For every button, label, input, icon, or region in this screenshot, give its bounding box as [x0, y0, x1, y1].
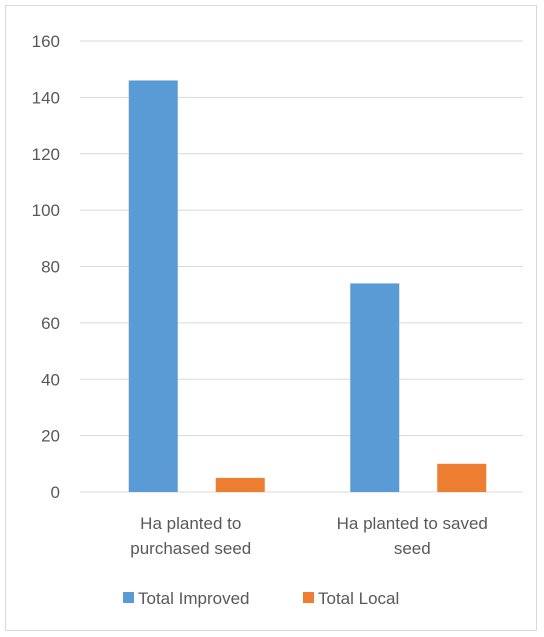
y-tick-label: 60 [41, 314, 60, 333]
bar-chart: 0 20 40 60 80 100 120 140 160 Ha planted to purcha… [32, 32, 523, 608]
x-tick-label: seed [394, 539, 431, 558]
legend-label-total-improved: Total Improved [138, 589, 250, 608]
bar-total-improved-0 [128, 80, 178, 493]
y-tick-label: 120 [32, 145, 60, 164]
x-tick-label: Ha planted to saved [337, 514, 488, 533]
y-tick-label: 140 [32, 88, 60, 107]
x-tick-label: Ha planted to [140, 514, 241, 533]
legend-swatch-total-local [303, 592, 314, 603]
y-tick-label: 80 [41, 258, 60, 277]
chart-frame: 0 20 40 60 80 100 120 140 160 Ha planted to purcha… [5, 5, 537, 631]
y-tick-label: 20 [41, 427, 60, 446]
legend-swatch-total-improved [123, 592, 134, 603]
y-tick-label: 160 [32, 32, 60, 51]
y-tick-label: 100 [32, 201, 60, 220]
bar-total-local-0 [215, 477, 265, 492]
bar-total-local-1 [437, 463, 487, 492]
y-tick-label: 0 [51, 483, 60, 502]
y-tick-label: 40 [41, 370, 60, 389]
legend-label-total-local: Total Local [318, 589, 399, 608]
x-tick-label: purchased seed [130, 539, 251, 558]
bar-total-improved-1 [350, 283, 400, 492]
